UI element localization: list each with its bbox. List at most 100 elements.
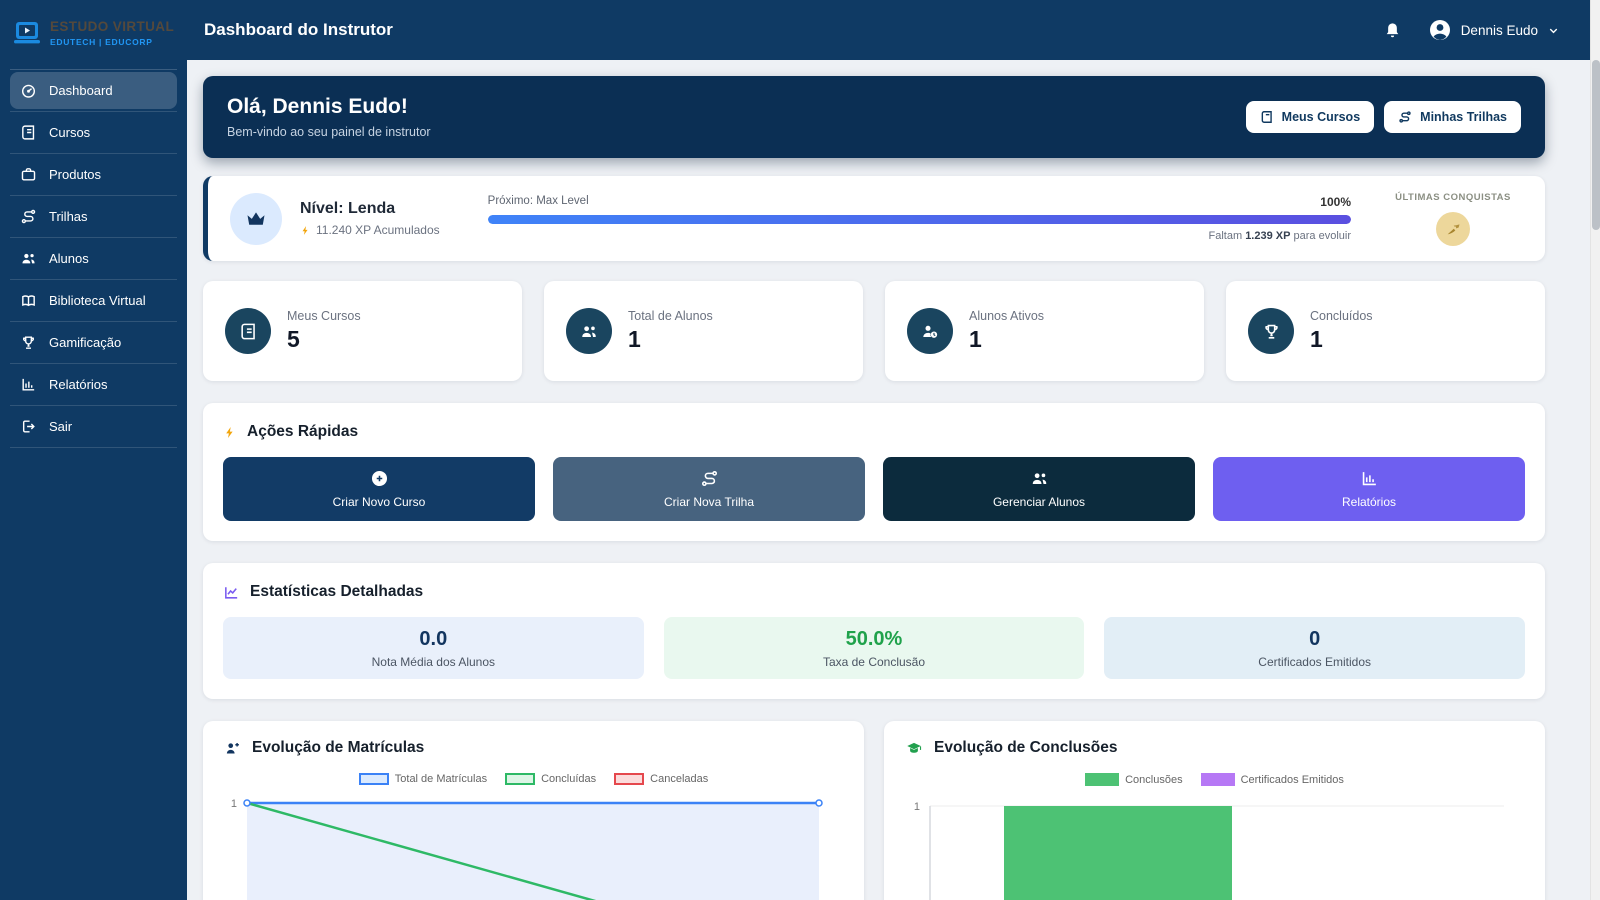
sidebar-item-produtos[interactable]: Produtos <box>10 156 177 193</box>
route-icon <box>1399 111 1411 123</box>
legend-label: Concluídas <box>541 773 597 785</box>
page-scrollbar[interactable] <box>1590 0 1600 900</box>
achievement-badge[interactable] <box>1436 211 1470 246</box>
detailed-stats-title: Estatísticas Detalhadas <box>250 583 424 600</box>
legend-swatch <box>358 773 389 785</box>
stat-card-total-alunos: Total de Alunos 1 <box>544 281 863 381</box>
users-icon <box>566 308 612 354</box>
chart-title: Evolução de Conclusões <box>934 739 1118 756</box>
book-icon <box>1261 111 1272 123</box>
bar-chart-icon <box>1362 472 1376 486</box>
tablet-play-icon <box>14 22 40 44</box>
users-icon <box>1032 473 1046 484</box>
user-avatar-icon <box>1429 20 1450 40</box>
sidebar-item-trilhas[interactable]: Trilhas <box>10 198 177 235</box>
welcome-subtitle: Bem-vindo ao seu painel de instrutor <box>227 125 431 139</box>
button-label: Criar Nova Trilha <box>663 495 755 509</box>
user-menu[interactable]: Dennis Eudo <box>1428 18 1560 42</box>
stat-box-nota-media: 0.0 Nota Média dos Alunos <box>223 617 644 679</box>
scrollbar-thumb[interactable] <box>1592 60 1600 230</box>
sidebar: ESTUDO VIRTUAL EDUTECH | EDUCORP Dashboa… <box>0 0 187 900</box>
charts-row: Evolução de Matrículas Total de Matrícul… <box>203 721 1545 900</box>
bell-icon[interactable] <box>1383 21 1402 40</box>
sidebar-item-label: Cursos <box>49 125 91 140</box>
sidebar-item-label: Biblioteca Virtual <box>49 293 146 308</box>
graduation-cap-icon <box>907 742 922 753</box>
button-label: Relatórios <box>1341 495 1397 509</box>
sidebar-item-label: Dashboard <box>49 83 113 98</box>
xp-progress-bar <box>487 215 1351 224</box>
progress-percent: 100% <box>1320 195 1351 209</box>
quick-actions-card: Ações Rápidas Criar Novo Curso Criar Nov… <box>203 403 1545 541</box>
detailed-stats-card: Estatísticas Detalhadas 0.0 Nota Média d… <box>203 563 1545 699</box>
sidebar-item-label: Relatórios <box>49 377 108 392</box>
legend-label: Conclusões <box>1125 773 1183 786</box>
criar-nova-trilha-button[interactable]: Criar Nova Trilha <box>553 457 865 521</box>
button-label: Criar Novo Curso <box>332 495 426 509</box>
person-plus-icon <box>226 742 239 753</box>
button-label: Meus Cursos <box>1281 110 1361 124</box>
sidebar-item-label: Gamificação <box>49 335 122 350</box>
relatorios-button[interactable]: Relatórios <box>1213 457 1525 521</box>
welcome-title: Olá, Dennis Eudo! <box>227 95 408 118</box>
stat-card-alunos-ativos: Alunos Ativos 1 <box>885 281 1204 381</box>
sidebar-item-relatorios[interactable]: Relatórios <box>10 366 177 403</box>
route-icon <box>21 209 36 224</box>
sidebar-item-alunos[interactable]: Alunos <box>10 240 177 277</box>
stat-card-concluidos: Concluídos 1 <box>1226 281 1545 381</box>
stat-box-value: 0.0 <box>419 627 448 650</box>
user-clock-icon <box>907 308 953 354</box>
matriculas-chart-card: Evolução de Matrículas Total de Matrícul… <box>203 721 864 900</box>
stat-box-label: Taxa de Conclusão <box>822 654 926 669</box>
bolt-icon <box>302 225 308 235</box>
stat-value: 1 <box>969 326 982 352</box>
sidebar-item-cursos[interactable]: Cursos <box>10 114 177 151</box>
stat-label: Concluídos <box>1310 309 1373 323</box>
chart-legend: Conclusões Certificados Emitidos <box>904 773 1525 786</box>
level-badge <box>230 192 282 245</box>
button-label: Minhas Trilhas <box>1420 110 1507 124</box>
quick-actions-title: Ações Rápidas <box>247 423 359 440</box>
brand-logo: ESTUDO VIRTUAL EDUTECH | EDUCORP <box>0 0 187 65</box>
book-icon <box>22 125 35 140</box>
sidebar-item-label: Trilhas <box>49 209 88 224</box>
top-header: Dashboard do Instrutor Dennis Eudo <box>187 0 1590 60</box>
gerenciar-alunos-button[interactable]: Gerenciar Alunos <box>883 457 1195 521</box>
sidebar-item-dashboard[interactable]: Dashboard <box>10 72 177 109</box>
button-label: Gerenciar Alunos <box>992 495 1086 509</box>
book-icon <box>225 308 271 354</box>
sidebar-item-label: Alunos <box>49 251 89 266</box>
stat-label: Meus Cursos <box>287 309 361 323</box>
legend-label: Total de Matrículas <box>394 773 488 785</box>
line-chart: 1 <box>231 798 823 900</box>
xp-remaining: Faltam 1.239 XP para evoluir <box>1208 230 1352 242</box>
meus-cursos-button[interactable]: Meus Cursos <box>1245 101 1375 133</box>
user-name: Dennis Eudo <box>1460 22 1538 38</box>
xp-total: 11.240 XP Acumulados <box>316 223 440 237</box>
sidebar-item-label: Produtos <box>49 167 102 182</box>
criar-novo-curso-button[interactable]: Criar Novo Curso <box>223 457 535 521</box>
stat-box-label: Nota Média dos Alunos <box>371 654 496 669</box>
brand-name: ESTUDO VIRTUAL <box>50 19 175 35</box>
brand-subtitle: EDUTECH | EDUCORP <box>50 36 153 47</box>
conclusoes-chart-card: Evolução de Conclusões Conclusões Certif… <box>884 721 1545 900</box>
line-chart-icon <box>225 586 238 599</box>
stat-box-taxa-conclusao: 50.0% Taxa de Conclusão <box>663 617 1085 679</box>
main-content: Olá, Dennis Eudo! Bem-vindo ao seu paine… <box>187 60 1600 900</box>
svg-text:1: 1 <box>231 798 237 810</box>
sidebar-item-sair[interactable]: Sair <box>10 408 177 445</box>
users-icon <box>22 253 35 264</box>
next-level-label: Próximo: Max Level <box>487 195 589 207</box>
minhas-trilhas-button[interactable]: Minhas Trilhas <box>1384 101 1521 133</box>
sign-out-icon <box>22 420 35 433</box>
achievements-label: ÚLTIMAS CONQUISTAS <box>1395 191 1511 203</box>
level-title: Nível: Lenda <box>300 200 396 217</box>
legend-swatch <box>614 773 645 785</box>
legend-swatch <box>1200 773 1235 786</box>
stat-box-certificados: 0 Certificados Emitidos <box>1104 617 1525 679</box>
open-book-icon <box>22 295 35 307</box>
sidebar-item-gamificacao[interactable]: Gamificação <box>10 324 177 361</box>
stat-box-value: 50.0% <box>845 627 903 650</box>
sidebar-item-biblioteca[interactable]: Biblioteca Virtual <box>10 282 177 319</box>
stat-label: Alunos Ativos <box>969 309 1045 323</box>
